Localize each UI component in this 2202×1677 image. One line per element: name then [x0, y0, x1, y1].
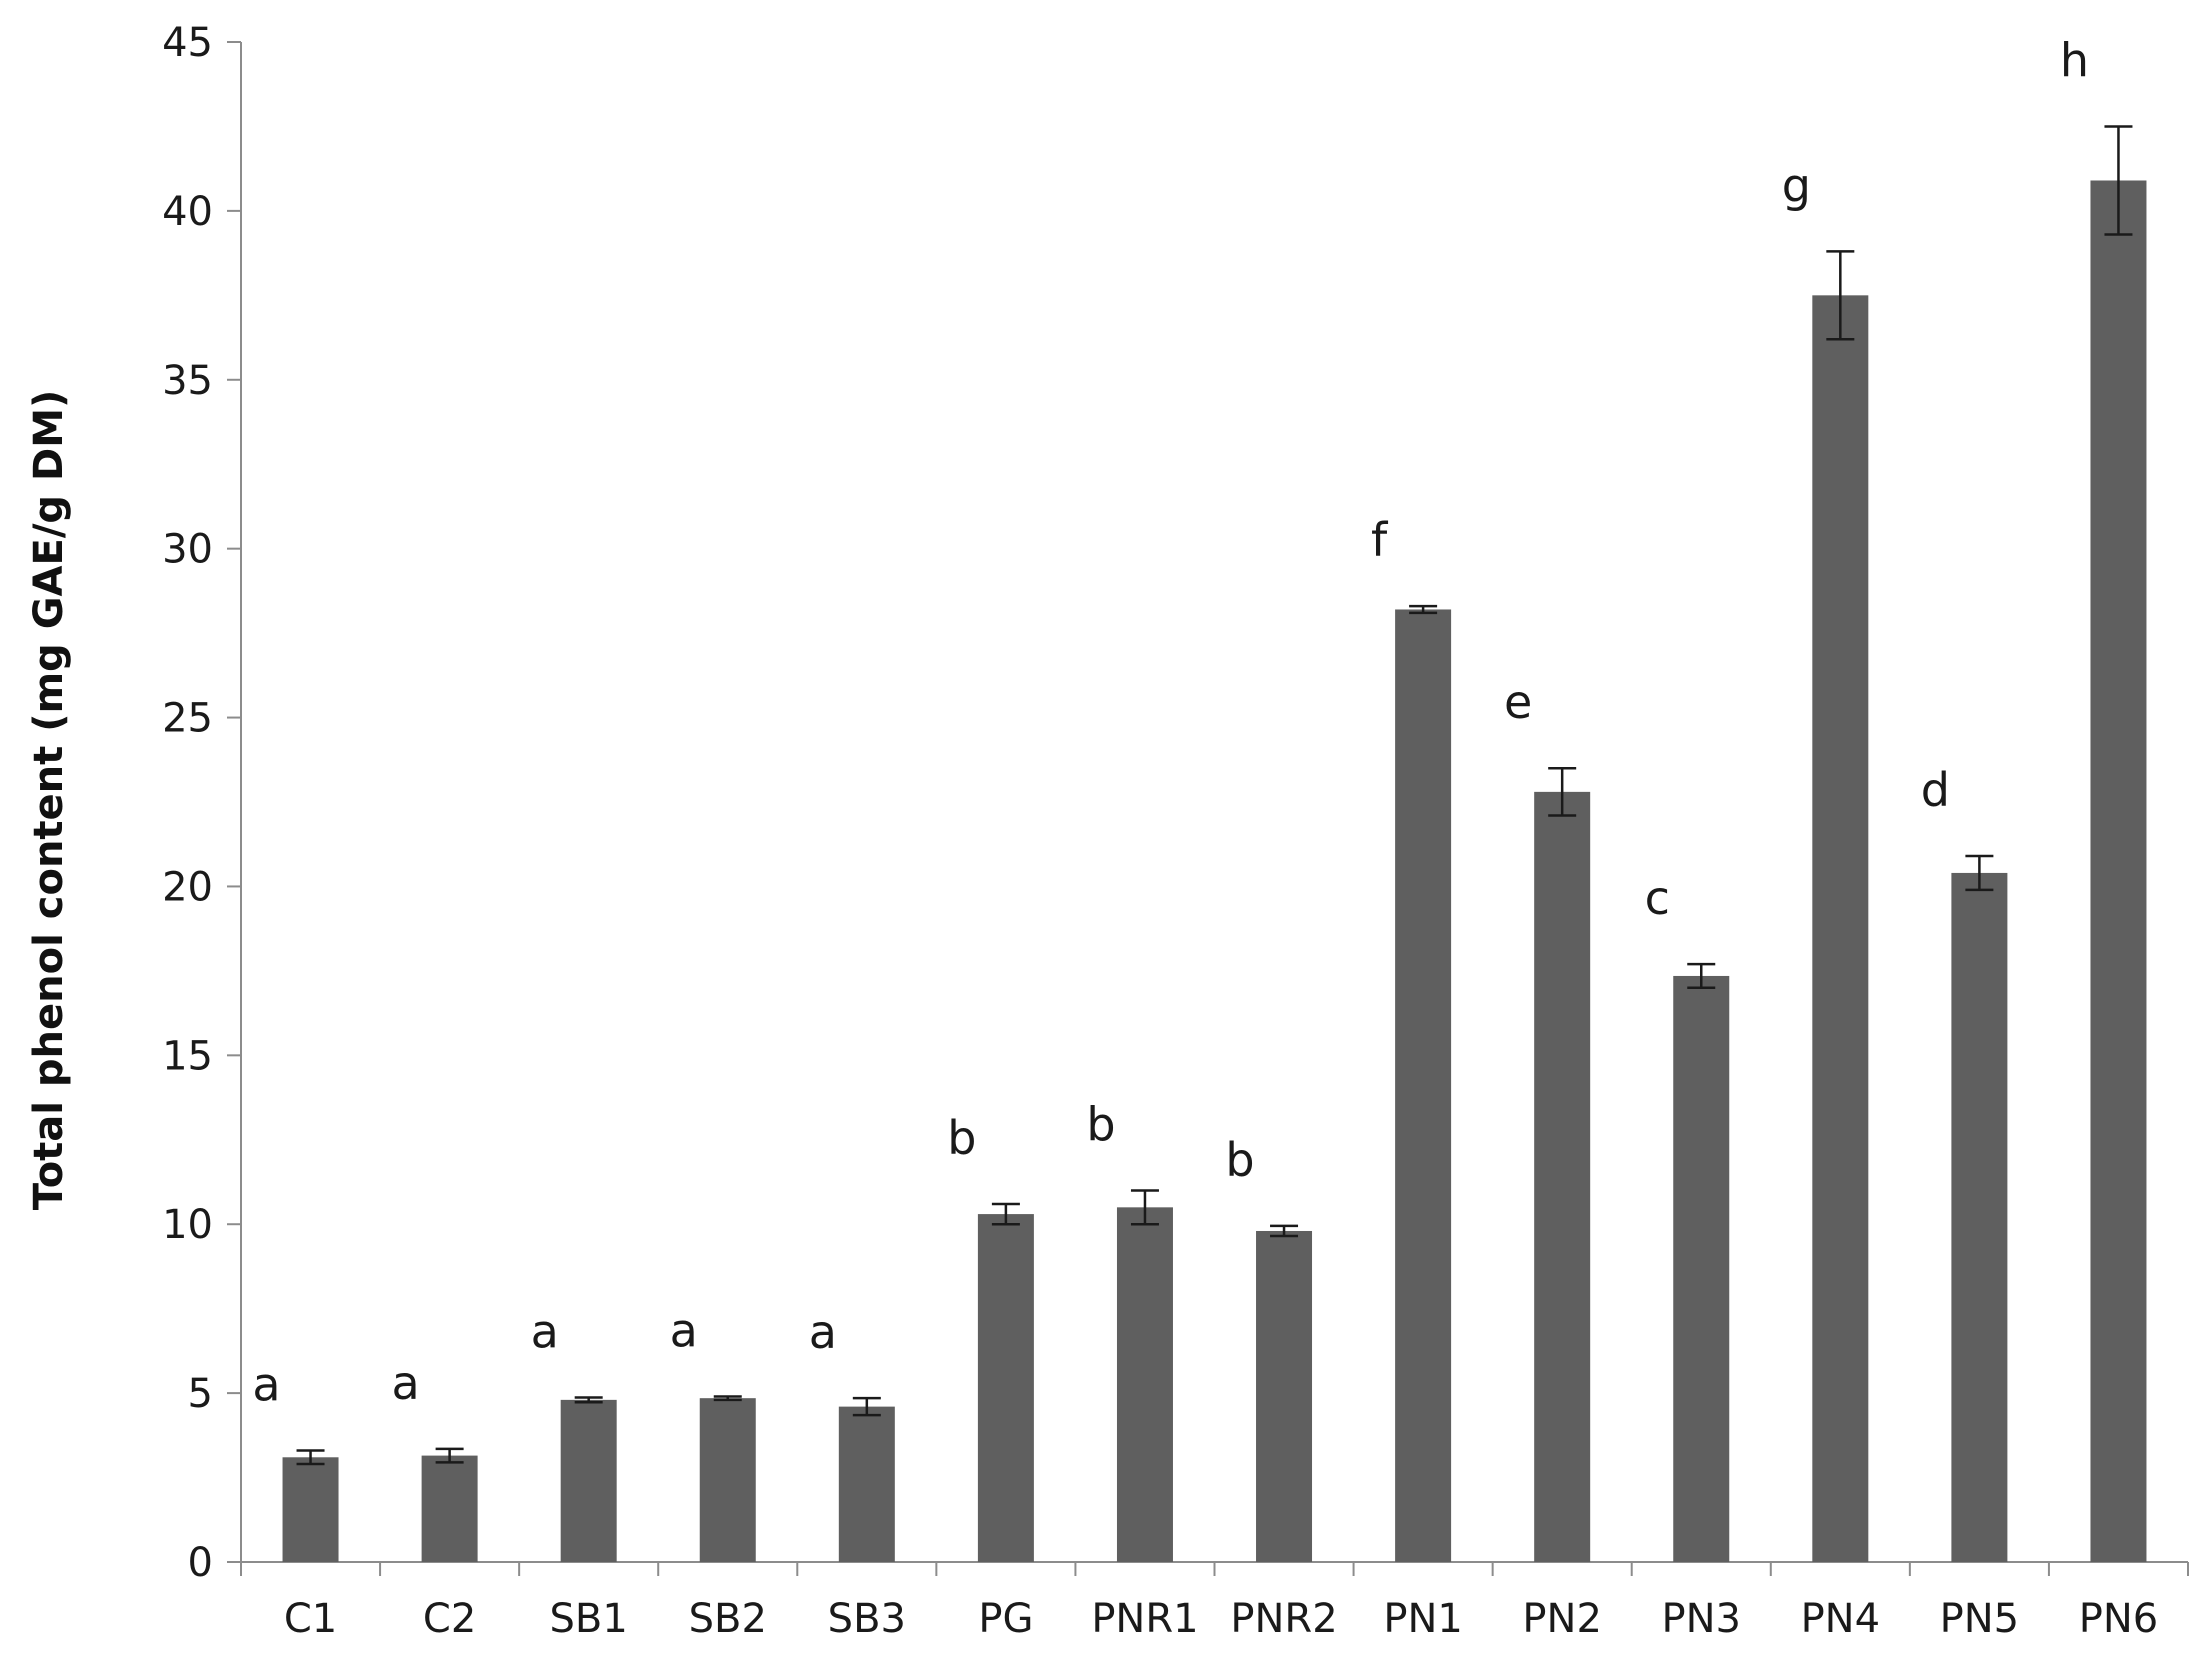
bar-sb2: [699, 1398, 756, 1562]
significance-label: a: [252, 1358, 280, 1412]
significance-label: b: [947, 1111, 976, 1165]
y-axis-title: Total phenol content (mg GAE/g DM): [26, 390, 72, 1211]
x-tick-label-sb2: SB2: [689, 1596, 767, 1642]
x-tick-label-pn3: PN3: [1662, 1596, 1742, 1642]
y-tick-label: 40: [162, 189, 213, 235]
x-tick-label-pn4: PN4: [1801, 1596, 1881, 1642]
bar-c1: [282, 1457, 339, 1562]
significance-label: a: [670, 1303, 698, 1357]
x-tick-label-pn6: PN6: [2079, 1596, 2159, 1642]
bar-c2: [421, 1455, 478, 1562]
bar-pn3: [1673, 975, 1730, 1562]
bar-pn6: [2090, 180, 2147, 1562]
bar-pnr2: [1256, 1230, 1313, 1562]
x-tick-label-pnr1: PNR1: [1091, 1596, 1198, 1642]
significance-label: e: [1504, 675, 1532, 729]
significance-label: d: [1921, 763, 1950, 817]
bar-pg: [977, 1214, 1034, 1562]
bar-pn4: [1812, 295, 1869, 1562]
y-tick-label: 45: [162, 20, 213, 66]
significance-label: c: [1645, 871, 1670, 925]
x-tick-label-sb3: SB3: [828, 1596, 906, 1642]
significance-label: a: [531, 1305, 559, 1359]
significance-label: h: [2060, 33, 2089, 87]
significance-label: g: [1782, 158, 1811, 212]
significance-label: a: [809, 1305, 837, 1359]
significance-label: a: [392, 1356, 420, 1410]
y-tick-label: 0: [188, 1540, 213, 1586]
bar-sb3: [838, 1406, 895, 1562]
y-tick-label: 30: [162, 527, 213, 573]
significance-label: b: [1086, 1097, 1115, 1151]
x-tick-label-pn2: PN2: [1522, 1596, 1602, 1642]
bar-sb1: [560, 1399, 617, 1562]
y-tick-label: 25: [162, 696, 213, 742]
y-tick-label: 20: [162, 864, 213, 910]
significance-label: f: [1371, 513, 1389, 567]
bar-pn1: [1395, 609, 1452, 1562]
significance-label: b: [1225, 1133, 1254, 1187]
y-tick-label: 35: [162, 358, 213, 404]
x-tick-label-c2: C2: [423, 1596, 476, 1642]
plot-area: 0 5 10 15 20 25 30 35 40 45 a C1 a C2 a SB1 a SB2 a SB3 b PG b…: [162, 20, 2189, 1642]
y-tick-label: 15: [162, 1033, 213, 1079]
x-tick-label-pg: PG: [978, 1596, 1033, 1642]
bar-pn5: [1951, 872, 2008, 1562]
y-tick-label: 10: [162, 1202, 213, 1248]
x-tick-label-sb1: SB1: [550, 1596, 628, 1642]
y-tick-label: 5: [188, 1371, 213, 1417]
bar-pnr1: [1116, 1207, 1173, 1562]
x-tick-label-pnr2: PNR2: [1230, 1596, 1337, 1642]
bar-pn2: [1534, 791, 1591, 1562]
x-tick-label-pn1: PN1: [1383, 1596, 1463, 1642]
x-tick-label-c1: C1: [284, 1596, 337, 1642]
x-tick-label-pn5: PN5: [1940, 1596, 2020, 1642]
